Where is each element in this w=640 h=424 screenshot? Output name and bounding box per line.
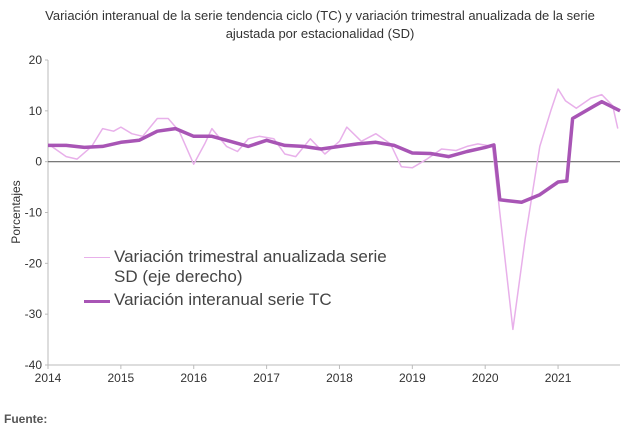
x-tick-label: 2020 xyxy=(472,371,499,385)
x-tick-label: 2019 xyxy=(399,371,426,385)
series-line xyxy=(47,88,619,331)
y-tick-label: -40 xyxy=(25,358,43,372)
x-tick-label: 2014 xyxy=(35,371,62,385)
x-tick-label: 2015 xyxy=(108,371,135,385)
y-tick-label: -20 xyxy=(25,256,43,270)
series-line xyxy=(48,99,621,205)
legend-item: Variación interanual serie TC xyxy=(84,290,414,310)
x-tick-label: 2017 xyxy=(253,371,280,385)
source: Fuente: xyxy=(4,412,48,424)
y-axis-label: Porcentajes xyxy=(9,180,23,243)
x-tick-label: 2018 xyxy=(326,371,353,385)
y-tick-label: -30 xyxy=(25,307,43,321)
legend-item: Variación trimestral anualizada serie SD… xyxy=(84,247,414,287)
chart-title: Variación interanual de la serie tendenc… xyxy=(45,8,595,23)
x-tick-label: 2021 xyxy=(545,371,572,385)
y-tick-label: 0 xyxy=(35,155,42,169)
legend-swatch xyxy=(84,300,110,303)
legend-label: Variación trimestral anualizada serie SD… xyxy=(114,247,387,286)
legend-swatch xyxy=(84,257,110,258)
chart-title: ajustada por estacionalidad (SD) xyxy=(226,26,415,41)
y-tick-label: 20 xyxy=(29,53,43,67)
x-tick-label: 2016 xyxy=(180,371,207,385)
y-tick-label: -10 xyxy=(25,206,43,220)
legend-label: Variación interanual serie TC xyxy=(114,290,332,309)
y-tick-label: 10 xyxy=(29,104,43,118)
legend: Variación trimestral anualizada serie SD… xyxy=(84,247,414,313)
